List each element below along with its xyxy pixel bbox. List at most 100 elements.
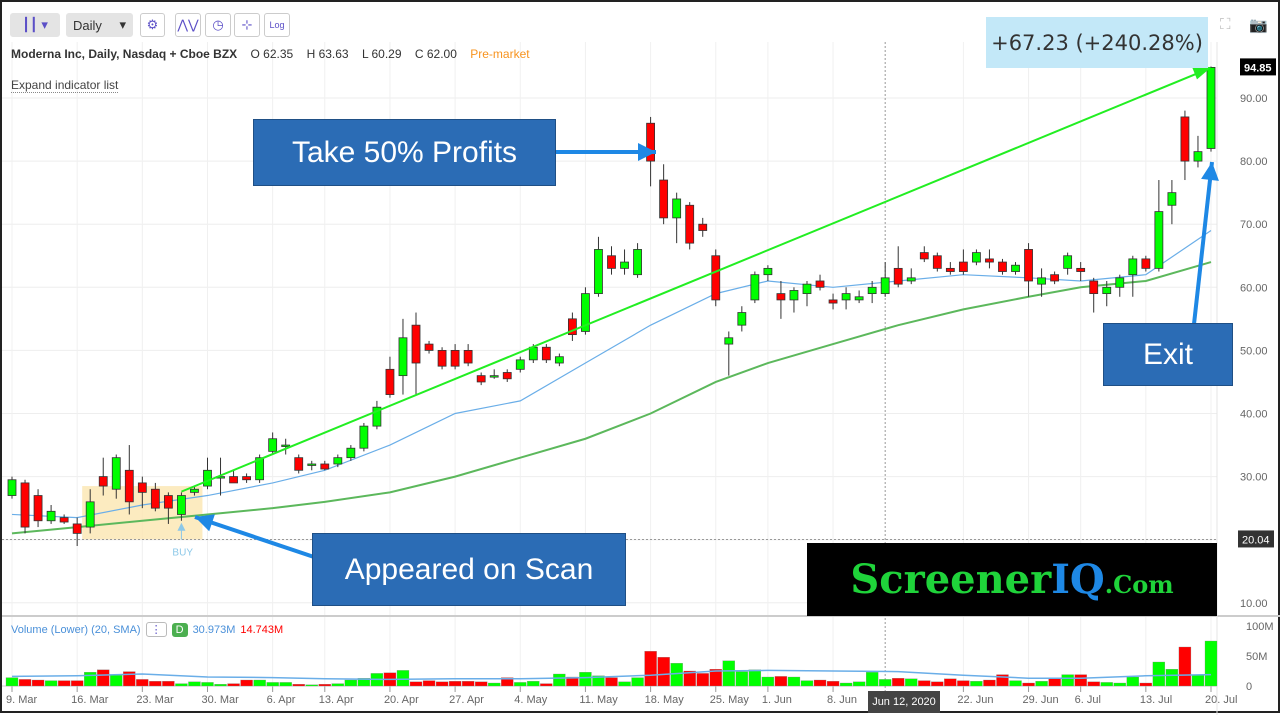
- volume-bar: [905, 678, 918, 687]
- candle-body: [841, 293, 851, 301]
- candle-body: [1141, 258, 1151, 269]
- x-tick-label: 18. May: [645, 694, 685, 706]
- x-tick-label: 20. Jul: [1205, 694, 1237, 706]
- volume-bar: [1204, 640, 1218, 687]
- candle-body: [359, 425, 369, 449]
- volume-bar: [970, 681, 983, 687]
- x-tick-label: 27. Apr: [449, 694, 484, 706]
- volume-bar: [579, 672, 592, 687]
- volume-bar: [279, 682, 292, 687]
- volume-bar: [553, 673, 566, 687]
- volume-bar: [201, 682, 214, 687]
- candle-body: [672, 198, 682, 219]
- fullscreen-icon[interactable]: ⛶: [1220, 16, 1231, 33]
- expand-indicator-link[interactable]: Expand indicator list: [11, 78, 119, 93]
- candle-body: [124, 469, 134, 503]
- volume-bar: [149, 681, 162, 687]
- volume-bar: [318, 684, 331, 687]
- volume-bar: [1048, 678, 1061, 687]
- candle-body: [1011, 264, 1020, 272]
- close-value: C 62.00: [414, 47, 457, 61]
- crosshair-price-badge: [1238, 530, 1274, 548]
- x-tick-label: 6. Apr: [267, 694, 296, 706]
- volume-bar: [644, 651, 657, 687]
- candle-body: [1063, 255, 1073, 269]
- candle-body: [607, 255, 616, 269]
- volume-bar: [162, 681, 175, 687]
- volume-bar: [722, 660, 735, 687]
- take-profits-arrow-head: [638, 143, 656, 161]
- volume-bar: [240, 679, 253, 687]
- candle-body: [1102, 286, 1112, 295]
- interval-select[interactable]: Daily ▾: [66, 13, 133, 37]
- volume-bar: [761, 676, 775, 687]
- volume-bar: [918, 680, 931, 687]
- crosshair-price-label: 20.04: [1242, 534, 1270, 546]
- price-tick-label: 10.00: [1240, 598, 1268, 610]
- candle-body: [150, 488, 160, 509]
- volume-bar: [214, 684, 227, 687]
- candle-body: [450, 349, 460, 367]
- chart-type-button[interactable]: ┃┃ ▾: [10, 13, 60, 37]
- candle-body: [163, 495, 173, 509]
- candle-body: [541, 346, 551, 361]
- volume-bar: [1100, 682, 1113, 687]
- log-scale-button[interactable]: Log: [264, 13, 290, 37]
- candle-body: [1154, 211, 1164, 269]
- volume-bar: [540, 683, 553, 687]
- x-tick-label: 30. Mar: [201, 694, 239, 706]
- candle-body: [815, 280, 825, 288]
- volume-bar: [1074, 674, 1087, 687]
- volume-bar: [488, 682, 501, 687]
- trendline: [181, 68, 1208, 493]
- indicators-button[interactable]: ⋀⋁: [175, 13, 201, 37]
- candle-body: [750, 274, 760, 301]
- candle-body: [867, 286, 877, 295]
- price-tick-label: 30.00: [1240, 472, 1268, 484]
- x-tick-label: 4. May: [514, 694, 548, 706]
- candle-body: [307, 463, 317, 466]
- price-tick-label: 60.00: [1240, 282, 1268, 294]
- volume-bar: [996, 674, 1009, 687]
- candle-body: [385, 368, 395, 395]
- candle-body: [633, 249, 642, 276]
- take-profits-callout: Take 50% Profits: [253, 119, 556, 186]
- volume-tick-label: 50M: [1246, 651, 1267, 663]
- trendline-arrowhead: [1191, 64, 1211, 80]
- volume-menu-button[interactable]: ⋮: [145, 622, 167, 637]
- volume-bar: [1113, 682, 1126, 687]
- camera-icon[interactable]: 📷: [1249, 17, 1268, 34]
- sma-slow-line: [11, 261, 1212, 535]
- candle-body: [1076, 267, 1086, 272]
- volume-bar: [57, 680, 71, 687]
- candle-body: [20, 482, 30, 528]
- candle-body: [828, 299, 838, 304]
- volume-bar: [18, 679, 32, 687]
- candle-body: [802, 283, 812, 295]
- volume-bar: [227, 683, 240, 687]
- crosshair-button[interactable]: ⊹: [234, 13, 260, 37]
- volume-sma-value: 30.973M: [192, 623, 236, 636]
- clock-button[interactable]: ◷: [205, 13, 231, 37]
- settings-button[interactable]: ⚙: [140, 13, 165, 37]
- candle-body: [502, 372, 512, 380]
- volume-bar: [800, 680, 814, 687]
- candle-body: [763, 267, 773, 276]
- volume-bar: [71, 680, 84, 687]
- candle-body: [685, 204, 695, 244]
- candle-body: [1180, 116, 1190, 162]
- volume-bar: [618, 681, 631, 687]
- volume-bar: [1009, 680, 1022, 687]
- volume-bar: [501, 677, 514, 687]
- candle-body: [137, 482, 147, 493]
- candle-body: [698, 223, 708, 231]
- exit-arrow-head: [1201, 162, 1219, 181]
- volume-bar: [253, 679, 266, 687]
- candle-body: [268, 438, 278, 452]
- open-value: O 62.35: [250, 47, 294, 61]
- volume-bar: [110, 675, 123, 687]
- x-tick-label: 6. Jul: [1075, 694, 1101, 706]
- candle-body: [659, 179, 669, 219]
- candle-body: [1193, 151, 1203, 162]
- volume-bar: [735, 671, 748, 687]
